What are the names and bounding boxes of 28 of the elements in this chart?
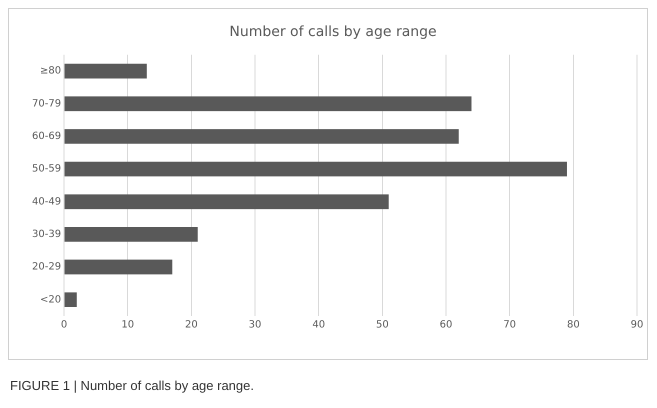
x-tick-label: 60 (440, 320, 452, 331)
x-tick-label: 20 (185, 320, 198, 331)
caption: FIGURE 1 | Number of calls by age range. (10, 378, 254, 393)
x-tick-label: 90 (630, 320, 644, 331)
bar (64, 292, 77, 308)
bar (64, 227, 198, 242)
y-tick-label: 20-29 (32, 262, 62, 273)
bar (64, 162, 567, 176)
y-tick-label: 60-69 (32, 131, 62, 142)
y-tick-label: ≥80 (40, 66, 62, 77)
x-tick-label: 40 (312, 320, 326, 331)
chart-title: Number of calls by age range (229, 24, 437, 40)
y-tick-label: 30-39 (32, 228, 62, 240)
bar (64, 260, 172, 274)
bar (64, 129, 459, 144)
bar (64, 64, 147, 78)
bar (64, 194, 389, 210)
y-tick-label: 70-79 (32, 98, 62, 110)
y-tick-label: 40-49 (32, 196, 62, 208)
x-tick-label: 70 (503, 320, 516, 331)
x-tick-label: 10 (121, 320, 134, 331)
x-tick-label: 80 (566, 320, 580, 331)
x-tick-label: 30 (248, 320, 262, 331)
x-tick-label: 0 (60, 320, 68, 331)
y-tick-label: <20 (40, 294, 62, 306)
x-tick-label: 50 (376, 320, 389, 331)
y-tick-label: 50-59 (32, 164, 62, 175)
bar (64, 96, 472, 112)
